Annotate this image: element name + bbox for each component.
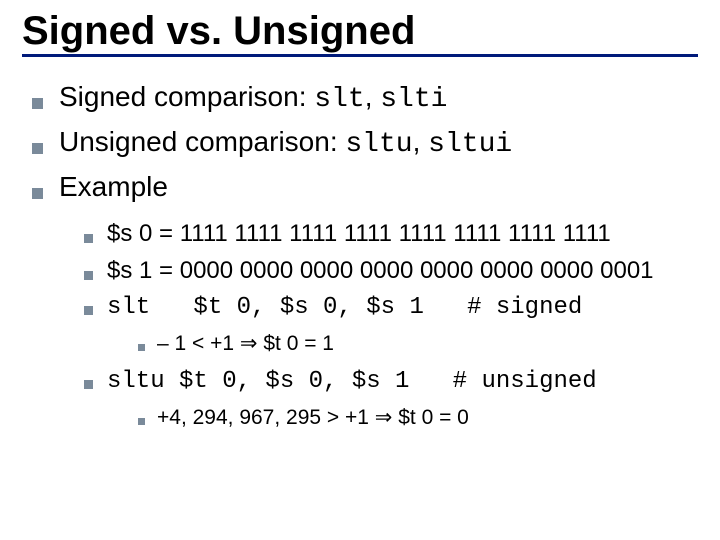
bullet-l1-text: Unsigned comparison: sltu, sltui xyxy=(59,124,512,163)
bullet-l2-slt: slt $t 0, $s 0, $s 1 # signed xyxy=(84,292,698,325)
bullet-l2-sltu: sltu $t 0, $s 0, $s 1 # unsigned xyxy=(84,366,698,399)
bullet-l1-example: Example xyxy=(32,169,698,205)
bullet-l1-unsigned: Unsigned comparison: sltu, sltui xyxy=(32,124,698,163)
code: slt xyxy=(314,84,364,115)
square-bullet-icon xyxy=(32,188,43,199)
bullet-l2-text: $s 0 = 1111 1111 1111 1111 1111 1111 111… xyxy=(107,218,611,251)
implies-icon: ⇒ xyxy=(375,406,393,429)
text: $s 0 = xyxy=(107,220,180,247)
bullet-l2-text: slt $t 0, $s 0, $s 1 # signed xyxy=(107,292,582,325)
implies-icon: ⇒ xyxy=(240,332,258,355)
text: Unsigned comparison: xyxy=(59,126,345,157)
text: $s 1 = xyxy=(107,257,180,284)
slide: Signed vs. Unsigned Signed comparison: s… xyxy=(0,0,720,540)
code: slti xyxy=(380,84,447,115)
square-bullet-icon xyxy=(84,380,93,389)
binary-value: 1111 1111 1111 1111 1111 1111 1111 1111 xyxy=(180,220,611,247)
square-bullet-icon xyxy=(138,418,145,425)
text: , xyxy=(365,81,381,112)
binary-value: 0000 0000 0000 0000 0000 0000 0000 0001 xyxy=(180,257,654,284)
bullet-l3-unsigned-result: +4, 294, 967, 295 > +1 ⇒ $t 0 = 0 xyxy=(138,402,698,434)
code: sltu $t 0, $s 0, $s 1 xyxy=(107,368,409,395)
slide-title: Signed vs. Unsigned xyxy=(22,10,698,52)
text: $t 0 = 0 xyxy=(392,406,468,429)
bullet-l2-text: sltu $t 0, $s 0, $s 1 # unsigned xyxy=(107,366,597,399)
code: slt $t 0, $s 0, $s 1 xyxy=(107,294,424,321)
bullet-l2-s1: $s 1 = 0000 0000 0000 0000 0000 0000 000… xyxy=(84,255,698,288)
code-comment: # unsigned xyxy=(409,368,596,395)
code: sltui xyxy=(428,129,512,160)
text: +4, 294, 967, 295 > +1 xyxy=(157,406,375,429)
square-bullet-icon xyxy=(32,98,43,109)
square-bullet-icon xyxy=(84,234,93,243)
bullet-l3-text: – 1 < +1 ⇒ $t 0 = 1 xyxy=(157,328,334,360)
title-rule xyxy=(22,54,698,57)
text: , xyxy=(413,126,429,157)
bullet-l1-text: Signed comparison: slt, slti xyxy=(59,79,447,118)
spacer xyxy=(22,210,698,218)
code-comment: # signed xyxy=(424,294,582,321)
square-bullet-icon xyxy=(138,344,145,351)
square-bullet-icon xyxy=(84,306,93,315)
code: sltu xyxy=(345,129,412,160)
square-bullet-icon xyxy=(32,143,43,154)
text: – 1 < +1 xyxy=(157,332,240,355)
text: $t 0 = 1 xyxy=(258,332,334,355)
bullet-l2-text: $s 1 = 0000 0000 0000 0000 0000 0000 000… xyxy=(107,255,654,288)
bullet-l1-signed: Signed comparison: slt, slti xyxy=(32,79,698,118)
bullet-l3-text: +4, 294, 967, 295 > +1 ⇒ $t 0 = 0 xyxy=(157,402,469,434)
text: Signed comparison: xyxy=(59,81,314,112)
bullet-l1-text: Example xyxy=(59,169,168,205)
bullet-l3-signed-result: – 1 < +1 ⇒ $t 0 = 1 xyxy=(138,328,698,360)
square-bullet-icon xyxy=(84,271,93,280)
bullet-l2-s0: $s 0 = 1111 1111 1111 1111 1111 1111 111… xyxy=(84,218,698,251)
